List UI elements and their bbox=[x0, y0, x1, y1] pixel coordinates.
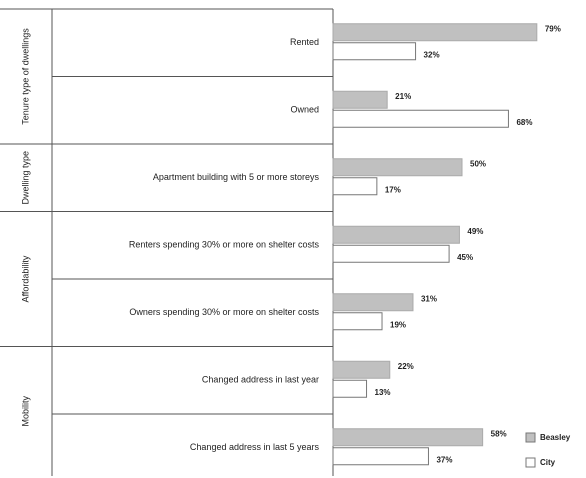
value-label: 19% bbox=[390, 320, 406, 329]
category-label: Changed address in last 5 years bbox=[190, 442, 320, 452]
value-label: 68% bbox=[516, 118, 532, 127]
group-label: Dwelling type bbox=[20, 151, 30, 205]
bar bbox=[332, 42, 417, 61]
value-label: 37% bbox=[436, 455, 452, 464]
bar bbox=[332, 90, 388, 109]
category-label: Apartment building with 5 or more storey… bbox=[153, 172, 320, 182]
bar bbox=[332, 312, 383, 331]
value-label: 13% bbox=[375, 388, 391, 397]
bar bbox=[332, 447, 429, 466]
value-label: 32% bbox=[424, 50, 440, 59]
bar bbox=[332, 23, 538, 42]
group-label: Tenure type of dwellings bbox=[20, 28, 30, 125]
value-label: 50% bbox=[470, 159, 486, 168]
legend-swatch bbox=[525, 432, 536, 443]
bar bbox=[332, 158, 463, 177]
legend-label: Beasley bbox=[540, 433, 571, 442]
bar bbox=[332, 360, 391, 379]
legend-swatch bbox=[525, 457, 536, 468]
category-label: Renters spending 30% or more on shelter … bbox=[129, 240, 320, 250]
group-label: Affordability bbox=[20, 255, 30, 302]
value-label: 31% bbox=[421, 294, 437, 303]
legend-label: City bbox=[540, 458, 556, 467]
bar bbox=[332, 379, 368, 398]
value-label: 58% bbox=[491, 429, 507, 438]
category-label: Owners spending 30% or more on shelter c… bbox=[129, 307, 319, 317]
value-label: 21% bbox=[395, 92, 411, 101]
value-label: 49% bbox=[467, 227, 483, 236]
bar bbox=[332, 244, 450, 263]
group-label: Mobility bbox=[20, 396, 30, 427]
value-label: 17% bbox=[385, 185, 401, 194]
category-label: Owned bbox=[290, 105, 319, 115]
bar bbox=[332, 109, 509, 128]
category-label: Changed address in last year bbox=[202, 375, 319, 385]
value-label: 22% bbox=[398, 362, 414, 371]
bar bbox=[332, 177, 378, 196]
bar bbox=[332, 225, 460, 244]
bar bbox=[332, 293, 414, 312]
value-label: 79% bbox=[545, 24, 561, 33]
bar bbox=[332, 428, 484, 447]
category-label: Rented bbox=[290, 37, 319, 47]
value-label: 45% bbox=[457, 253, 473, 262]
